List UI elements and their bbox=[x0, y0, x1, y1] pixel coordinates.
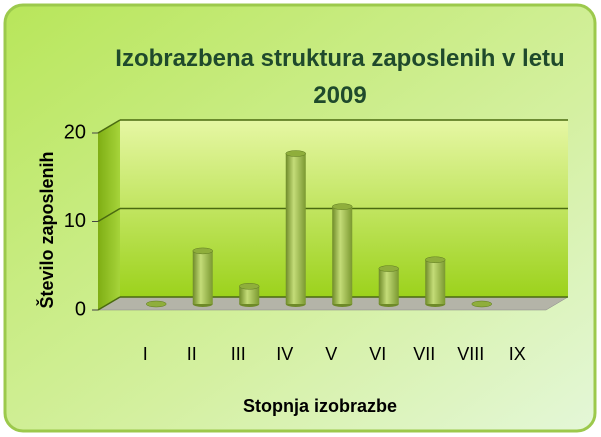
cylinder-top bbox=[425, 256, 446, 263]
bar bbox=[378, 268, 399, 304]
x-axis-label: Stopnja izobrazbe bbox=[243, 396, 397, 416]
bar bbox=[239, 286, 260, 304]
cylinder-top bbox=[146, 300, 167, 308]
x-tick-label: IV bbox=[276, 344, 293, 364]
y-axis-label: Število zaposlenih bbox=[36, 151, 57, 308]
cylinder-top bbox=[332, 203, 353, 210]
bar bbox=[425, 259, 446, 304]
cylinder-top bbox=[192, 247, 213, 255]
y-tick-label: 0 bbox=[75, 298, 86, 320]
x-tick-label: IX bbox=[509, 344, 526, 364]
x-tick-label: II bbox=[187, 344, 197, 364]
x-tick-label: VIII bbox=[457, 344, 484, 364]
x-tick-label: VI bbox=[369, 344, 386, 364]
cylinder-top bbox=[471, 300, 492, 308]
grid-line bbox=[97, 119, 121, 134]
y-tick-label: 20 bbox=[64, 121, 86, 143]
grid-line bbox=[97, 296, 121, 311]
cylinder-top bbox=[285, 150, 306, 157]
chart-title: Izobrazbena struktura zaposlenih v letu … bbox=[115, 45, 565, 109]
y-tick-label: 10 bbox=[64, 210, 86, 232]
x-tick-label: V bbox=[325, 344, 337, 364]
cylinder-top bbox=[378, 265, 399, 272]
x-tick-label: VII bbox=[413, 344, 435, 364]
bar bbox=[285, 153, 306, 304]
x-tick-label: III bbox=[231, 344, 246, 364]
x-tick-label: I bbox=[143, 344, 148, 364]
bar bbox=[192, 250, 213, 304]
bar bbox=[332, 206, 353, 304]
grid-line bbox=[97, 207, 121, 223]
cylinder-top bbox=[239, 283, 260, 290]
